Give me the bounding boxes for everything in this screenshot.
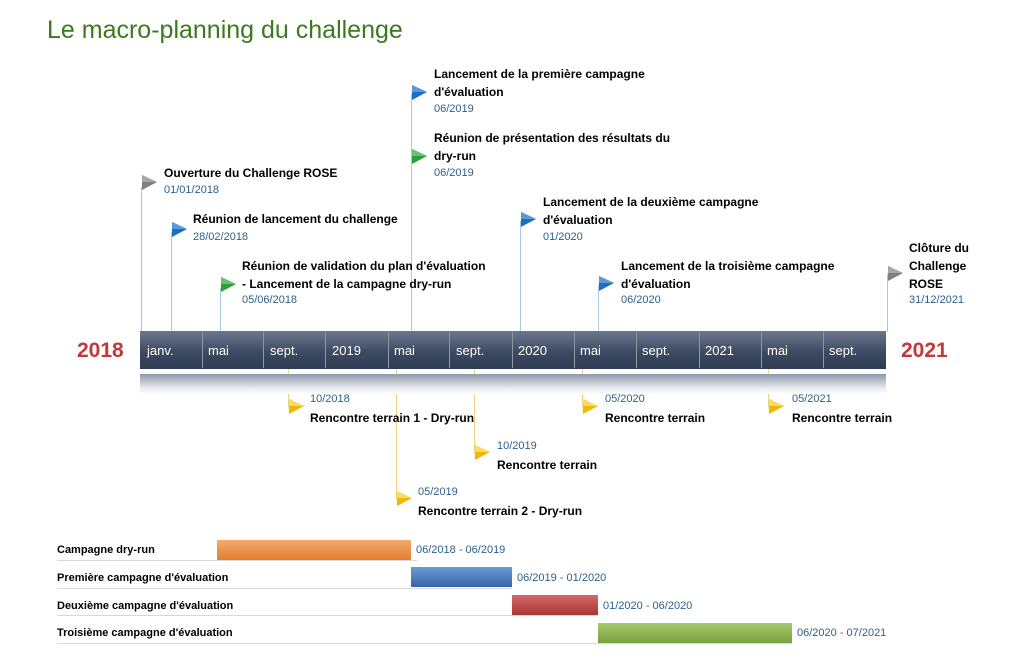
gantt-bar [598,623,792,643]
timeline-tick [263,332,264,368]
gantt-label: Première campagne d'évaluation [57,572,229,584]
milestone-title: Réunion de présentation des résultats du [434,131,671,145]
timeline-tick [388,332,389,368]
timeline-tick [449,332,450,368]
milestone-title: Ouverture du Challenge ROSE [164,166,338,180]
milestone-title: Lancement de la deuxième campagne [543,195,759,209]
milestone-date: 05/2021 [792,393,832,405]
milestone-flag-icon [289,399,304,414]
milestone-date: 31/12/2021 [909,294,965,306]
milestone-flag-icon [412,149,427,164]
gantt-label: Campagne dry-run [57,544,155,556]
milestone-title: Rencontre terrain 2 - Dry-run [418,504,583,518]
milestone-flag-icon [397,491,412,506]
connector-line [887,274,888,332]
timeline-bar-reflection [140,374,886,394]
milestone-flag-icon [769,399,784,414]
gantt-range: 01/2020 - 06/2020 [603,600,693,612]
milestone-flag-icon [221,277,236,292]
milestone-title-line2: Challenge [909,259,967,273]
timeline-label: janv. [147,343,174,358]
timeline-tick [512,332,513,368]
milestone-title: Lancement de la première campagne [434,67,645,81]
connector-line [220,288,221,332]
milestone-date: 10/2018 [310,393,350,405]
timeline-label: mai [394,343,415,358]
milestone-title-line2: dry-run [434,149,476,163]
gantt-label: Troisième campagne d'évaluation [57,627,233,639]
milestone-date: 28/02/2018 [193,231,249,243]
milestone-title-line2: - Lancement de la campagne dry-run [242,277,452,291]
milestone-date: 01/01/2018 [164,184,220,196]
milestone-flag-icon [475,445,490,460]
milestone-flag-icon [412,85,427,100]
connector-line [520,221,521,332]
end-year-label: 2021 [901,339,948,362]
gantt-guide-line [57,560,417,561]
milestone-title: Rencontre terrain 1 - Dry-run [310,411,475,425]
milestone-date: 06/2020 [621,294,661,306]
milestone-title: Rencontre terrain [792,411,893,425]
milestone-date: 05/06/2018 [242,294,298,306]
gantt-label: Deuxième campagne d'évaluation [57,600,234,612]
timeline-tick [761,332,762,368]
milestone-title: Clôture du [909,241,969,255]
milestone-date: 10/2019 [497,440,537,452]
milestone-flag-icon [172,222,187,237]
timeline-tick [823,332,824,368]
gantt-guide-line [57,643,792,644]
timeline-label: mai [208,343,229,358]
milestone-date: 05/2019 [418,486,458,498]
gantt-bar [411,567,512,587]
timeline-label: mai [767,343,788,358]
milestone-title-line3: ROSE [909,277,944,291]
timeline-tick [636,332,637,368]
milestone-flag-icon [142,175,157,190]
milestone-title-line2: d'évaluation [621,277,691,291]
connector-line [411,94,412,332]
milestone-title: Lancement de la troisième campagne [621,259,835,273]
timeline-label: 2021 [705,343,734,358]
timeline-tick [325,332,326,368]
timeline-label: sept. [642,343,671,358]
timeline-label: sept. [270,343,299,358]
milestone-date: 06/2019 [434,103,474,115]
gantt-range: 06/2018 - 06/2019 [416,544,506,556]
timeline-label: 2020 [518,343,547,358]
connector-line [396,369,397,499]
milestone-date: 05/2020 [605,393,645,405]
milestone-date: 06/2019 [434,167,474,179]
milestone-title: Réunion de validation du plan d'évaluati… [242,259,486,273]
timeline-label: sept. [456,343,485,358]
gantt-bar [512,595,598,615]
timeline-tick [699,332,700,368]
milestone-title-line2: d'évaluation [434,85,504,99]
milestone-title: Rencontre terrain [497,458,598,472]
page-title: Le macro-planning du challenge [47,16,403,44]
milestone-date: 01/2020 [543,231,583,243]
milestone-flag-icon [583,399,598,414]
milestone-flag-icon [599,276,614,291]
gantt-guide-line [57,588,512,589]
start-year-label: 2018 [77,339,124,362]
timeline-label: mai [580,343,601,358]
connector-line [141,187,142,332]
gantt-range: 06/2019 - 01/2020 [517,572,607,584]
gantt-bar [217,540,411,560]
milestone-title: Rencontre terrain [605,411,706,425]
milestone-flag-icon [888,266,903,281]
milestone-flag-icon [521,212,536,227]
connector-line [474,369,475,453]
timeline-label: sept. [829,343,858,358]
timeline-tick [574,332,575,368]
timeline-label: 2019 [332,343,361,358]
timeline-tick [202,332,203,368]
connector-line [598,285,599,332]
milestone-title-line2: d'évaluation [543,213,613,227]
milestone-title: Réunion de lancement du challenge [193,212,398,226]
connector-line [171,232,172,332]
gantt-range: 06/2020 - 07/2021 [797,627,887,639]
gantt-guide-line [57,615,597,616]
